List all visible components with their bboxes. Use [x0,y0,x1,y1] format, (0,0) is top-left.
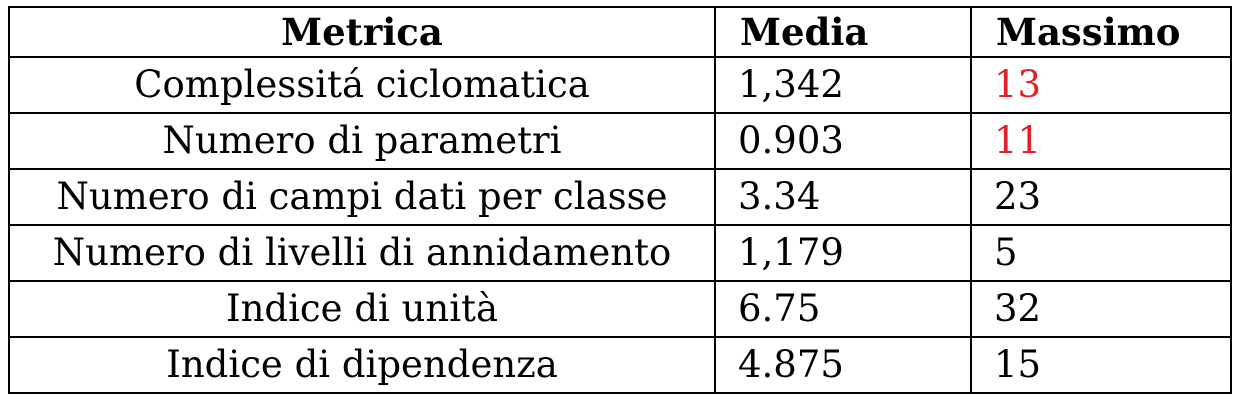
media-cell: 0.903 [714,112,972,170]
table-row: Indice di unità 6.75 32 [8,280,1232,338]
header-media: Media [714,6,972,58]
table-body: Complessitá ciclomatica 1,342 13 Numero … [8,56,1232,394]
metric-cell: Numero di parametri [8,112,716,170]
media-cell: 1,179 [714,224,972,282]
table-row: Indice di dipendenza 4.875 15 [8,336,1232,394]
media-cell: 6.75 [714,280,972,338]
table-row: Numero di parametri 0.903 11 [8,112,1232,170]
table-row: Numero di campi dati per classe 3.34 23 [8,168,1232,226]
metric-cell: Complessitá ciclomatica [8,56,716,114]
metrics-table: Metrica Media Massimo Complessitá ciclom… [8,6,1232,394]
massimo-cell: 11 [970,112,1232,170]
table-header: Metrica Media Massimo [8,6,1232,58]
massimo-cell: 13 [970,56,1232,114]
metric-cell: Numero di livelli di annidamento [8,224,716,282]
table-row: Complessitá ciclomatica 1,342 13 [8,56,1232,114]
header-massimo: Massimo [970,6,1232,58]
header-row: Metrica Media Massimo [8,6,1232,58]
metric-cell: Indice di unità [8,280,716,338]
table-row: Numero di livelli di annidamento 1,179 5 [8,224,1232,282]
media-cell: 1,342 [714,56,972,114]
media-cell: 3.34 [714,168,972,226]
metric-cell: Indice di dipendenza [8,336,716,394]
massimo-cell: 15 [970,336,1232,394]
massimo-cell: 23 [970,168,1232,226]
metric-cell: Numero di campi dati per classe [8,168,716,226]
header-metrica: Metrica [8,6,716,58]
massimo-cell: 32 [970,280,1232,338]
media-cell: 4.875 [714,336,972,394]
massimo-cell: 5 [970,224,1232,282]
